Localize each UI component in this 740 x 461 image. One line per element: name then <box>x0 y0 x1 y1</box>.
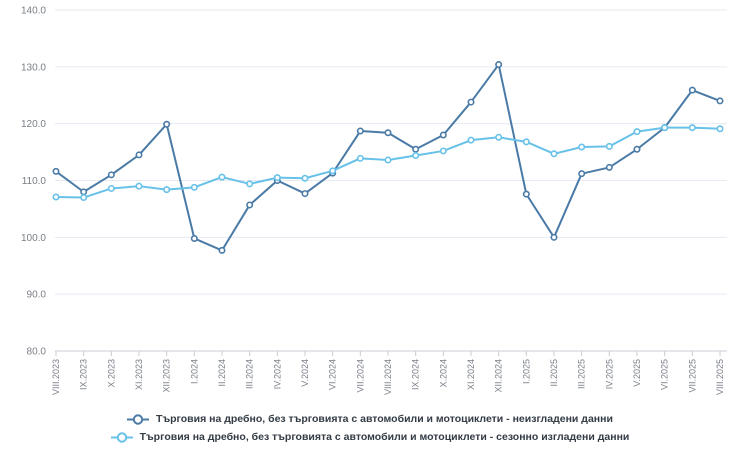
x-axis-tick-label: X.2024 <box>438 359 448 388</box>
x-axis-tick-label: IX.2023 <box>79 359 89 390</box>
data-point-marker <box>301 174 309 182</box>
data-point-marker <box>661 124 669 132</box>
x-axis-tick-label: VIII.2023 <box>51 359 61 395</box>
x-axis-tick-label: V.2025 <box>632 359 642 387</box>
data-point-marker <box>439 147 447 155</box>
data-point-marker <box>688 124 696 132</box>
y-axis-tick-label: 100.0 <box>21 233 46 244</box>
x-axis-tick-label: VIII.2025 <box>715 359 725 395</box>
x-axis-tick-label: II.2024 <box>217 359 227 387</box>
x-axis-tick-label: X.2023 <box>106 359 116 388</box>
y-axis-tick-label: 130.0 <box>21 62 46 73</box>
data-point-marker <box>522 190 530 198</box>
x-axis-tick-label: I.2024 <box>189 359 199 384</box>
x-axis-tick-label: I.2025 <box>521 359 531 384</box>
series-marker-unadjusted-icon <box>127 414 150 425</box>
data-point-marker <box>412 151 420 159</box>
data-point-marker <box>135 151 143 159</box>
x-axis-tick-label: VII.2025 <box>687 359 697 393</box>
data-point-marker <box>356 154 364 162</box>
x-axis-tick-label: VI.2025 <box>660 359 670 390</box>
legend-label-seasonally-adjusted: Търговия на дребно, без търговията с авт… <box>139 431 630 443</box>
data-point-marker <box>467 136 475 144</box>
x-axis-tick-label: VII.2024 <box>355 359 365 393</box>
data-point-marker <box>550 150 558 158</box>
data-point-marker <box>190 183 198 191</box>
data-point-marker <box>384 156 392 164</box>
data-point-marker <box>135 182 143 190</box>
data-point-marker <box>605 163 613 171</box>
data-point-marker <box>163 120 171 128</box>
chart-legend: Търговия на дребно, без търговията с авт… <box>0 412 740 445</box>
data-point-marker <box>633 145 641 153</box>
data-point-marker <box>329 167 337 175</box>
x-axis-tick-label: XII.2023 <box>162 359 172 393</box>
data-point-marker <box>495 61 503 69</box>
y-axis-tick-label: 120.0 <box>21 119 46 130</box>
data-point-marker <box>107 184 115 192</box>
y-axis-tick-label: 110.0 <box>22 176 47 187</box>
data-point-marker <box>384 129 392 137</box>
x-axis-tick-label: VI.2024 <box>328 359 338 390</box>
data-point-marker <box>688 86 696 94</box>
data-point-marker <box>52 167 60 175</box>
data-point-marker <box>107 171 115 179</box>
data-point-marker <box>246 180 254 188</box>
data-point-marker <box>356 127 364 135</box>
data-point-marker <box>301 190 309 198</box>
data-point-marker <box>467 98 475 106</box>
data-point-marker <box>80 194 88 202</box>
data-point-marker <box>605 142 613 150</box>
y-axis-tick-label: 90.0 <box>27 290 47 301</box>
x-axis-tick-label: IX.2024 <box>411 359 421 390</box>
x-axis-tick-label: V.2024 <box>300 359 310 387</box>
data-point-marker <box>716 97 724 105</box>
data-point-marker <box>52 193 60 201</box>
data-point-marker <box>495 133 503 141</box>
y-axis-tick-label: 80.0 <box>27 347 47 358</box>
data-point-marker <box>522 138 530 146</box>
data-point-marker <box>439 131 447 139</box>
x-axis-tick-label: III.2024 <box>245 359 255 389</box>
data-point-marker <box>163 186 171 194</box>
data-point-marker <box>190 234 198 242</box>
data-point-marker <box>218 173 226 181</box>
data-point-marker <box>633 128 641 136</box>
x-axis-tick-label: XI.2023 <box>134 359 144 390</box>
legend-item-unadjusted[interactable]: Търговия на дребно, без търговията с авт… <box>127 412 613 427</box>
data-point-marker <box>550 233 558 241</box>
data-point-marker <box>218 246 226 254</box>
x-axis-tick-label: II.2025 <box>549 359 559 387</box>
x-axis-tick-label: XII.2024 <box>494 359 504 393</box>
data-point-marker <box>716 125 724 133</box>
series-marker-adjusted-icon <box>110 432 133 443</box>
legend-label-unadjusted: Търговия на дребно, без търговията с авт… <box>156 413 613 425</box>
y-axis-tick-label: 140.0 <box>21 6 46 17</box>
x-axis-tick-label: VIII.2024 <box>383 359 393 395</box>
data-point-marker <box>246 201 254 209</box>
legend-item-seasonally-adjusted[interactable]: Търговия на дребно, без търговията с авт… <box>110 430 630 445</box>
data-point-marker <box>578 143 586 151</box>
x-axis-tick-label: XI.2024 <box>466 359 476 390</box>
plot-area: 80.0 90.0 100.0 110.0 120.0 130.0 140.0 VIII.20… <box>21 6 727 395</box>
x-axis-tick-label: III.2025 <box>577 359 587 389</box>
data-point-marker <box>273 174 281 182</box>
x-axis-tick-label: IV.2024 <box>272 359 282 389</box>
data-point-marker <box>80 188 88 196</box>
x-axis-tick-label: IV.2025 <box>604 359 614 389</box>
data-point-marker <box>412 145 420 153</box>
data-point-marker <box>578 170 586 178</box>
